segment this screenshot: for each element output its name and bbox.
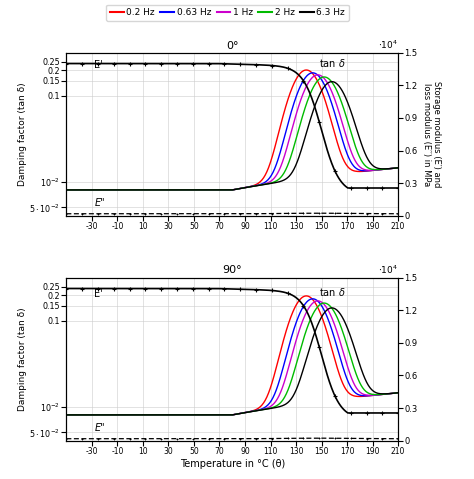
Y-axis label: Storage modulus (E′) and
loss modulus (E′′) in MPa: Storage modulus (E′) and loss modulus (E…	[422, 81, 441, 187]
Text: E': E'	[94, 60, 103, 70]
Title: 0°: 0°	[226, 41, 238, 50]
Y-axis label: Damping factor (tan δ): Damping factor (tan δ)	[18, 82, 27, 186]
Text: E": E"	[94, 198, 105, 208]
Text: tan $\delta$: tan $\delta$	[319, 286, 346, 298]
Text: $\cdot10^4$: $\cdot10^4$	[378, 39, 398, 51]
Text: E': E'	[94, 289, 103, 299]
Text: E": E"	[94, 423, 105, 433]
X-axis label: Temperature in °C (θ): Temperature in °C (θ)	[180, 459, 285, 469]
Y-axis label: Damping factor (tan δ): Damping factor (tan δ)	[18, 308, 27, 411]
Legend: 0.2 Hz, 0.63 Hz, 1 Hz, 2 Hz, 6.3 Hz: 0.2 Hz, 0.63 Hz, 1 Hz, 2 Hz, 6.3 Hz	[107, 4, 348, 21]
Text: tan $\delta$: tan $\delta$	[319, 57, 346, 69]
Title: 90°: 90°	[222, 265, 242, 275]
Text: $\cdot10^4$: $\cdot10^4$	[378, 263, 398, 276]
